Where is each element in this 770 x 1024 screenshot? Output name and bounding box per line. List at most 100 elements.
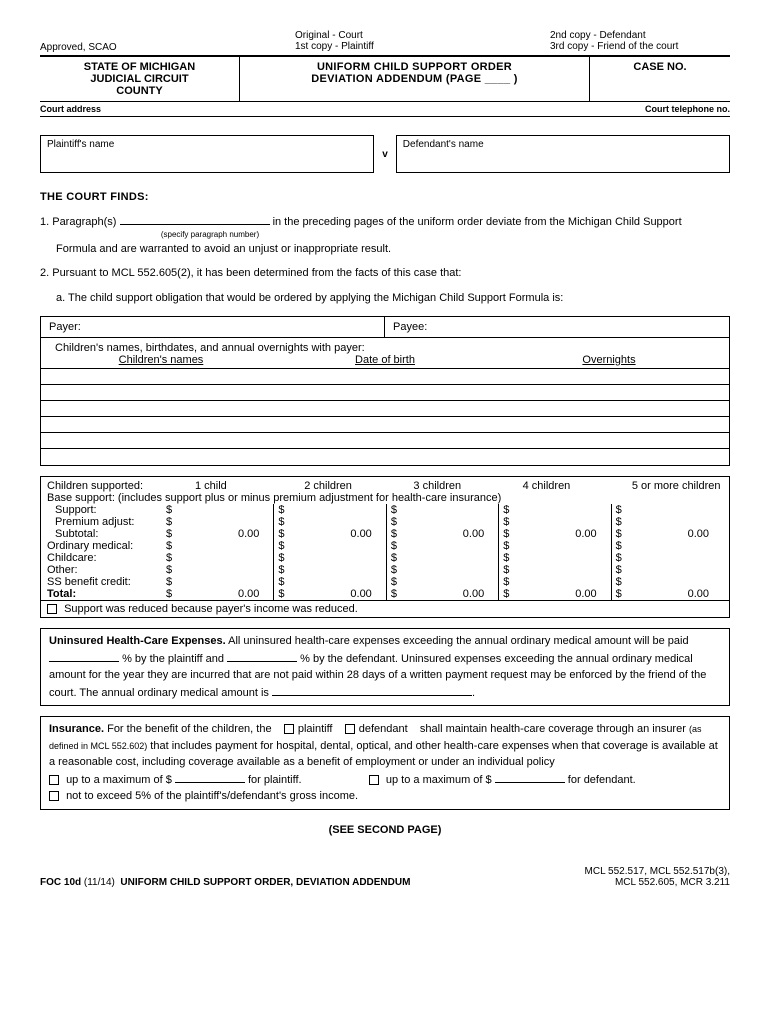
col-1child: 1 child — [177, 480, 286, 492]
ordinary-2[interactable]: $ — [274, 540, 386, 552]
childcare-1[interactable]: $ — [162, 552, 274, 564]
copy-distribution: Approved, SCAO Original - Court 1st copy… — [40, 30, 730, 53]
approved-label: Approved, SCAO — [40, 42, 200, 53]
max2b: for defendant. — [568, 774, 636, 786]
uninsured-text1: All uninsured health-care expenses excee… — [228, 635, 688, 647]
supported-label: Children supported: — [47, 480, 177, 492]
court-finds-heading: THE COURT FINDS: — [40, 191, 730, 203]
paragraph-hint: (specify paragraph number) — [135, 229, 285, 241]
child-row[interactable] — [41, 433, 729, 449]
support-1[interactable]: $ — [162, 504, 274, 516]
support-4[interactable]: $ — [499, 504, 611, 516]
other-2[interactable]: $ — [274, 564, 386, 576]
ssbenefit-4[interactable]: $ — [499, 576, 611, 588]
insurance-text2b: that includes payment for hospital, dent… — [49, 740, 718, 769]
cite-1: MCL 552.517, MCL 552.517b(3), — [585, 866, 730, 877]
subtotal-5: $0.00 — [612, 528, 723, 540]
plaintiff-pct-field[interactable] — [49, 650, 119, 662]
parties-row: Plaintiff's name v Defendant's name — [40, 135, 730, 173]
paragraph-2: 2. Pursuant to MCL 552.605(2), it has be… — [40, 265, 730, 282]
footer: FOC 10d (11/14) UNIFORM CHILD SUPPORT OR… — [40, 866, 730, 888]
annual-ordinary-field[interactable] — [272, 684, 472, 696]
child-row[interactable] — [41, 369, 729, 385]
state-label: STATE OF MICHIGAN — [46, 61, 233, 73]
defendant-pct-field[interactable] — [227, 650, 297, 662]
child-row[interactable] — [41, 401, 729, 417]
ordinary-1[interactable]: $ — [162, 540, 274, 552]
children-columns: Children's names Date of birth Overnight… — [41, 354, 729, 369]
plaintiff-box[interactable]: Plaintiff's name — [40, 135, 374, 173]
payee-cell[interactable]: Payee: — [385, 317, 729, 337]
max1a: up to a maximum of $ — [66, 774, 172, 786]
row-ssbenefit: SS benefit credit: $ $ $ $ $ — [41, 576, 729, 588]
row-other: Other: $ $ $ $ $ — [41, 564, 729, 576]
ssbenefit-2[interactable]: $ — [274, 576, 386, 588]
row-premium: Premium adjust: $ $ $ $ $ — [41, 516, 729, 528]
col-dob: Date of birth — [273, 354, 497, 366]
other-5[interactable]: $ — [612, 564, 723, 576]
col-4children: 4 children — [505, 480, 614, 492]
children-table: Payer: Payee: Children's names, birthdat… — [40, 316, 730, 466]
form-title-1: UNIFORM CHILD SUPPORT ORDER — [246, 61, 583, 73]
header-box: STATE OF MICHIGAN JUDICIAL CIRCUIT COUNT… — [40, 55, 730, 102]
defendant-checkbox[interactable] — [345, 724, 355, 734]
premium-3[interactable]: $ — [387, 516, 499, 528]
base-support-note: Base support: (includes support plus or … — [41, 492, 729, 504]
other-4[interactable]: $ — [499, 564, 611, 576]
para1-prefix: 1. Paragraph(s) — [40, 216, 116, 228]
other-3[interactable]: $ — [387, 564, 499, 576]
ssbenefit-3[interactable]: $ — [387, 576, 499, 588]
plaintiff-label: Plaintiff's name — [47, 139, 114, 150]
cite-2: MCL 552.605, MCR 3.211 — [585, 877, 730, 888]
max-defendant-field[interactable] — [495, 771, 565, 783]
col-2children: 2 children — [286, 480, 395, 492]
row-childcare: Childcare: $ $ $ $ $ — [41, 552, 729, 564]
form-date: (11/14) — [84, 877, 115, 888]
ssbenefit-1[interactable]: $ — [162, 576, 274, 588]
total-label: Total: — [47, 588, 162, 600]
ordinary-4[interactable]: $ — [499, 540, 611, 552]
footer-left: FOC 10d (11/14) UNIFORM CHILD SUPPORT OR… — [40, 877, 410, 888]
col-overnights: Overnights — [497, 354, 721, 366]
childcare-4[interactable]: $ — [499, 552, 611, 564]
support-reduced-row: Support was reduced because payer's inco… — [41, 600, 729, 617]
premium-5[interactable]: $ — [612, 516, 723, 528]
total-5: $0.00 — [612, 588, 723, 600]
court-phone-label: Court telephone no. — [645, 104, 730, 114]
ordinary-3[interactable]: $ — [387, 540, 499, 552]
paragraph-number-field[interactable] — [120, 213, 270, 225]
childcare-3[interactable]: $ — [387, 552, 499, 564]
see-second-page: (SEE SECOND PAGE) — [40, 824, 730, 836]
childcare-5[interactable]: $ — [612, 552, 723, 564]
ordinary-5[interactable]: $ — [612, 540, 723, 552]
childcare-2[interactable]: $ — [274, 552, 386, 564]
support-2[interactable]: $ — [274, 504, 386, 516]
defendant-label: Defendant's name — [403, 139, 484, 150]
payee-label: Payee: — [393, 321, 427, 333]
uninsured-title: Uninsured Health-Care Expenses. — [49, 635, 226, 647]
child-row[interactable] — [41, 449, 729, 465]
insurance-text2: shall maintain health-care coverage thro… — [420, 723, 686, 735]
defendant-box[interactable]: Defendant's name — [396, 135, 730, 173]
child-row[interactable] — [41, 385, 729, 401]
premium-2[interactable]: $ — [274, 516, 386, 528]
county-label: COUNTY — [46, 85, 233, 97]
plaintiff-opt: plaintiff — [298, 723, 333, 735]
ssbenefit-5[interactable]: $ — [612, 576, 723, 588]
support-3[interactable]: $ — [387, 504, 499, 516]
support-5[interactable]: $ — [612, 504, 723, 516]
row-ordinary: Ordinary medical: $ $ $ $ $ — [41, 540, 729, 552]
other-1[interactable]: $ — [162, 564, 274, 576]
max-plaintiff-checkbox[interactable] — [49, 775, 59, 785]
not-exceed-checkbox[interactable] — [49, 791, 59, 801]
payer-cell[interactable]: Payer: — [41, 317, 385, 337]
child-row[interactable] — [41, 417, 729, 433]
max-plaintiff-field[interactable] — [175, 771, 245, 783]
plaintiff-checkbox[interactable] — [284, 724, 294, 734]
premium-1[interactable]: $ — [162, 516, 274, 528]
judicial-label: JUDICIAL CIRCUIT — [46, 73, 233, 85]
max-defendant-checkbox[interactable] — [369, 775, 379, 785]
premium-4[interactable]: $ — [499, 516, 611, 528]
support-reduced-checkbox[interactable] — [47, 604, 57, 614]
paragraph-2a: a. The child support obligation that wou… — [56, 290, 730, 307]
